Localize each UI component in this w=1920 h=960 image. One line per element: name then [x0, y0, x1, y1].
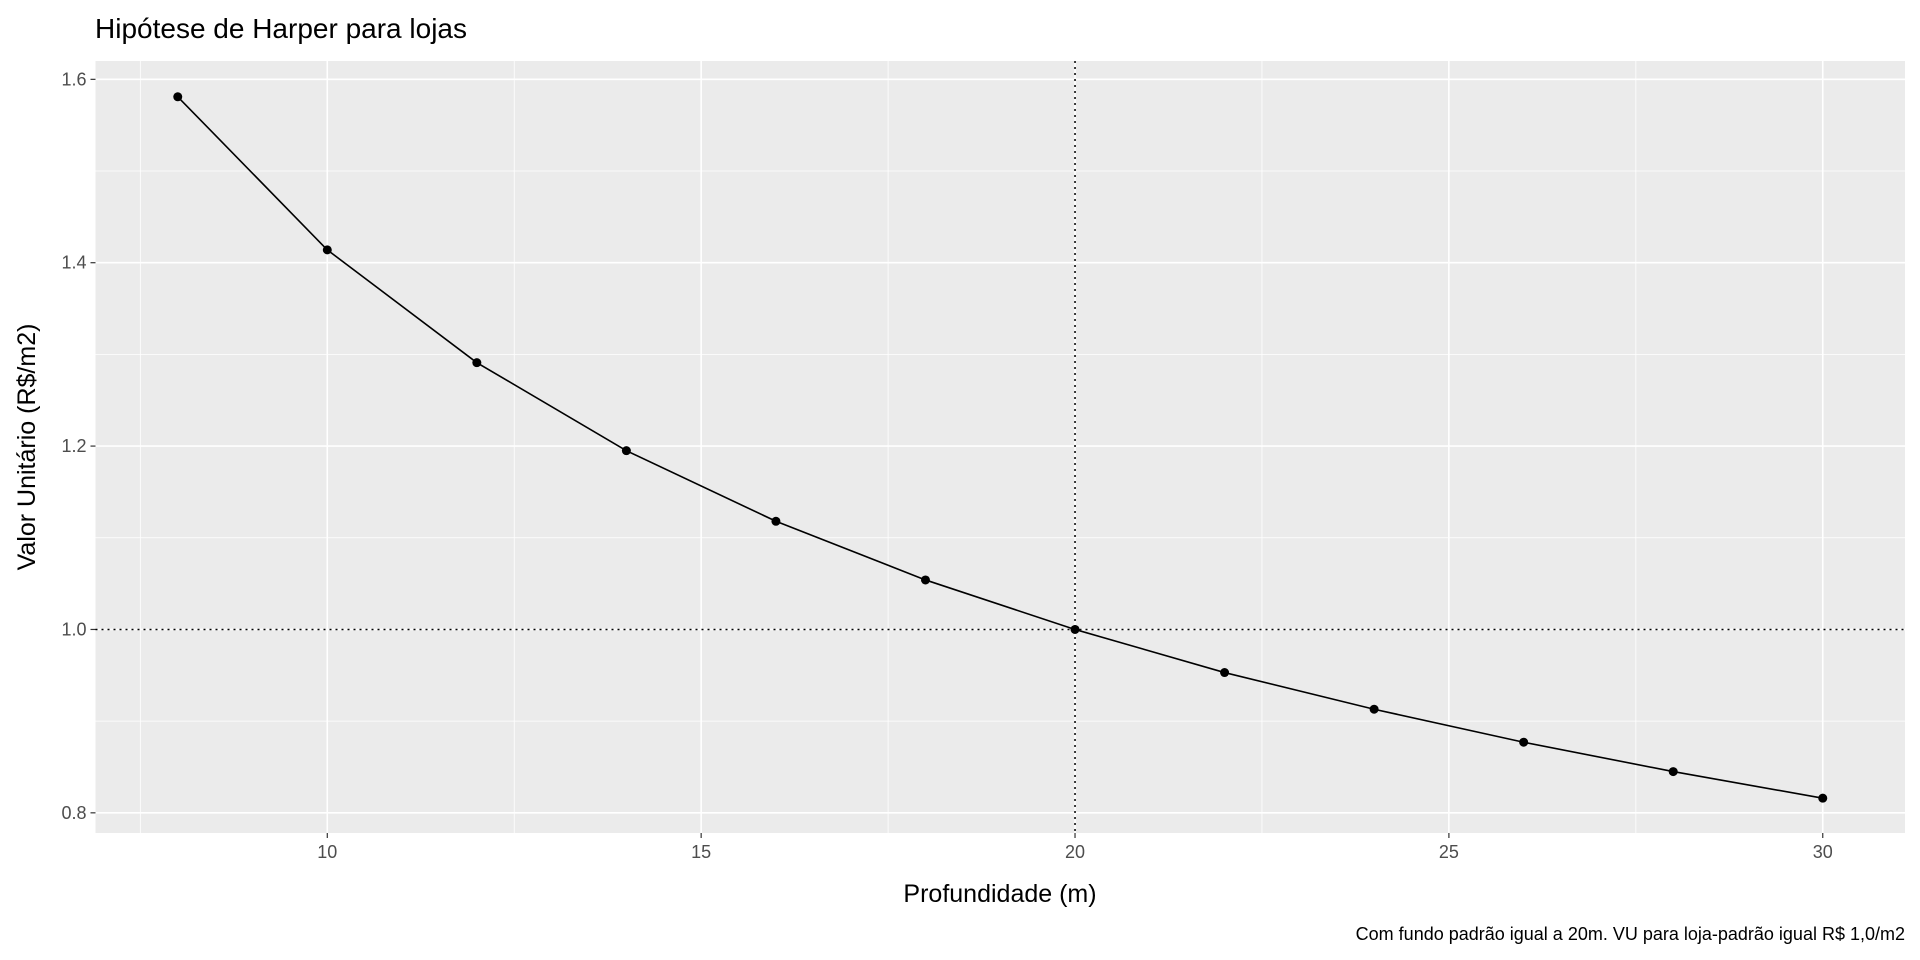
x-axis-title: Profundidade (m)	[903, 880, 1096, 908]
data-point	[1668, 767, 1678, 777]
y-tick-label: 1.4	[61, 253, 86, 273]
y-tick-label: 0.8	[61, 803, 86, 823]
y-tick-label: 1.0	[61, 619, 86, 639]
x-tick-label: 20	[1065, 842, 1085, 862]
data-point	[1070, 624, 1080, 634]
plot-panel	[95, 61, 1905, 833]
y-tick-label: 1.6	[61, 69, 86, 89]
data-point	[1818, 793, 1828, 803]
y-tick-label: 1.2	[61, 436, 86, 456]
caption: Com fundo padrão igual a 20m. VU para lo…	[1356, 924, 1905, 944]
x-tick-label: 15	[691, 842, 711, 862]
data-point	[322, 245, 332, 255]
data-point	[621, 446, 631, 456]
data-point	[920, 575, 930, 585]
data-line	[177, 96, 1823, 799]
x-tick-label: 10	[317, 842, 337, 862]
x-tick-label: 25	[1439, 842, 1459, 862]
data-point	[771, 516, 781, 526]
chart-title: Hipótese de Harper para lojas	[95, 13, 467, 44]
data-point	[1369, 704, 1379, 714]
data-point	[1519, 737, 1529, 747]
x-tick-label: 30	[1813, 842, 1833, 862]
data-point	[1220, 668, 1230, 678]
y-axis-title: Valor Unitário (R$/m2)	[13, 324, 41, 571]
data-point	[472, 358, 482, 368]
data-point	[173, 92, 183, 102]
